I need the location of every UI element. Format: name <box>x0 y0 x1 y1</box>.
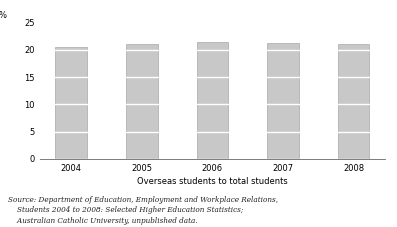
Bar <box>126 44 158 159</box>
Bar <box>56 47 87 159</box>
X-axis label: Overseas students to total students: Overseas students to total students <box>137 177 288 186</box>
Text: Source: Department of Education, Employment and Workplace Relations,
    Student: Source: Department of Education, Employm… <box>8 196 278 225</box>
Bar <box>197 42 228 159</box>
Bar <box>337 44 369 159</box>
Bar <box>267 43 299 159</box>
Text: %: % <box>0 11 6 20</box>
